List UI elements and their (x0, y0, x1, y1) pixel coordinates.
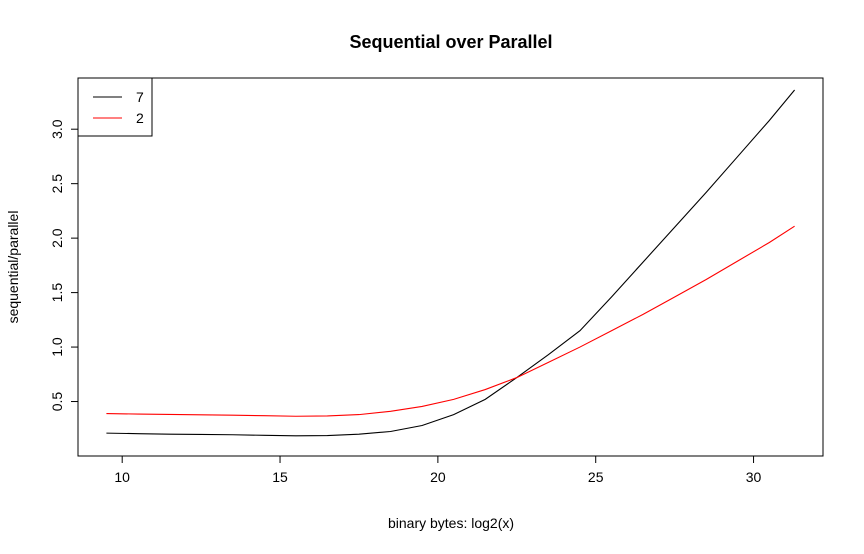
y-axis-label: sequential/parallel (5, 211, 21, 324)
x-axis-label: binary bytes: log2(x) (388, 515, 514, 531)
x-tick-label: 30 (746, 469, 762, 485)
y-tick-label: 0.5 (49, 392, 65, 412)
x-tick-label: 25 (588, 469, 604, 485)
y-tick-label: 2.5 (49, 174, 65, 194)
y-tick-label: 1.5 (49, 283, 65, 303)
series-7-line (106, 89, 796, 437)
legend-box (77, 77, 153, 137)
series-2-line (106, 225, 795, 417)
x-tick-label: 10 (114, 469, 130, 485)
legend: 72 (77, 77, 153, 137)
legend-label-7: 7 (136, 89, 144, 105)
y-tick-label: 2.0 (49, 228, 65, 248)
legend-label-2: 2 (136, 110, 144, 126)
x-tick-label: 15 (272, 469, 288, 485)
y-tick-label: 3.0 (49, 119, 65, 139)
x-tick-label: 20 (430, 469, 446, 485)
y-axis: 0.5 1.0 1.5 2.0 2.5 3.0 (49, 119, 79, 412)
plot-frame (77, 77, 824, 457)
y-tick-label: 1.0 (49, 337, 65, 357)
series-group (106, 89, 796, 437)
x-axis: 10 15 20 25 30 (114, 455, 762, 485)
chart-title: Sequential over Parallel (349, 32, 552, 52)
